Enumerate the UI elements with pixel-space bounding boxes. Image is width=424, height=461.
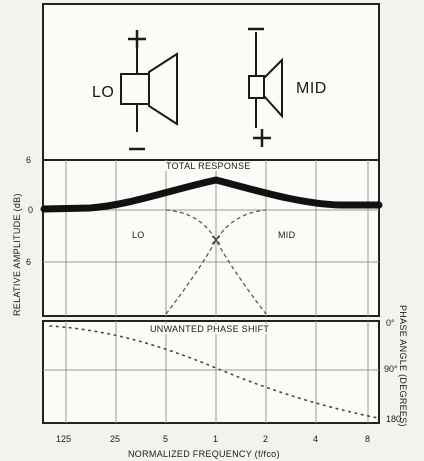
x-tick: 4 — [313, 434, 319, 444]
lo-plus-sign — [128, 30, 146, 48]
amplitude-y-tick: 6 — [26, 155, 32, 165]
amplitude-y-axis-label: RELATIVE AMPLITUDE (dB) — [12, 193, 22, 316]
x-tick: 8 — [365, 434, 371, 444]
phase-chart-panel — [42, 320, 380, 424]
phase-y-tick: 0° — [386, 318, 395, 328]
x-tick: 1 — [213, 434, 219, 444]
x-tick: 25 — [110, 434, 121, 444]
lo-speaker-label: LO — [92, 84, 115, 101]
mid-curve-label: MID — [278, 230, 296, 240]
amplitude-y-tick: 0 — [28, 205, 34, 215]
x-tick: 125 — [56, 434, 72, 444]
x-tick: 2 — [263, 434, 269, 444]
phase-grid — [43, 321, 379, 423]
mid-speaker-label: MID — [296, 80, 327, 97]
lo-curve-label: LO — [132, 230, 145, 240]
total-response-curve — [40, 176, 383, 213]
mid-speaker-icon — [248, 32, 283, 128]
mid-response-curve — [165, 209, 267, 315]
speaker-panel — [42, 3, 380, 161]
amplitude-chart-panel — [42, 159, 380, 317]
lo-response-curve — [165, 209, 267, 315]
phase-y-tick: 90° — [384, 364, 398, 374]
crossover-point-marker — [211, 235, 221, 245]
total-response-title: TOTAL RESPONSE — [164, 161, 253, 171]
phase-y-tick: 180 — [386, 414, 402, 424]
x-axis-label: NORMALIZED FREQUENCY (f/fco) — [128, 449, 280, 459]
phase-chart-title: UNWANTED PHASE SHIFT — [148, 324, 272, 334]
x-tick: 5 — [163, 434, 169, 444]
lo-speaker-icon — [120, 48, 178, 132]
amplitude-y-tick: 6 — [26, 257, 32, 267]
mid-plus-sign — [253, 129, 271, 147]
phase-shift-curve — [49, 325, 379, 419]
phase-y-axis-label: PHASE ANGLE (DEGREES) — [398, 305, 408, 427]
